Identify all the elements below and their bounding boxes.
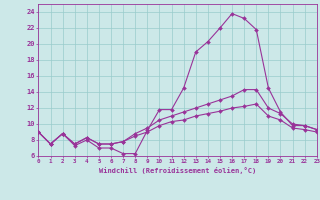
X-axis label: Windchill (Refroidissement éolien,°C): Windchill (Refroidissement éolien,°C) [99,167,256,174]
